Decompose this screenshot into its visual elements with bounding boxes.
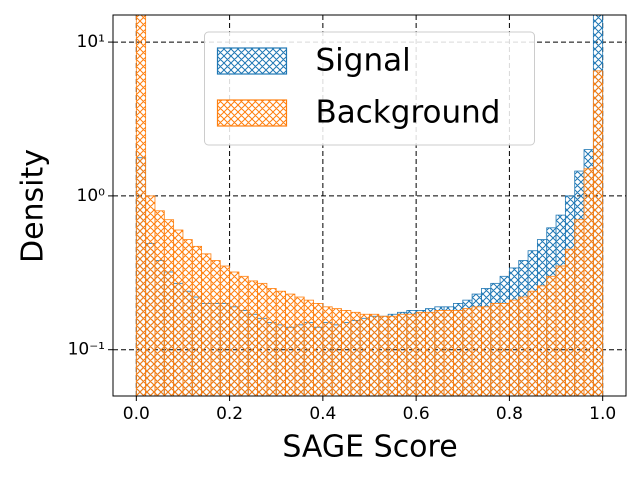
histogram-bar (266, 288, 277, 396)
histogram-bar (275, 290, 286, 396)
histogram-bar (257, 282, 268, 396)
y-axis-label: Density (16, 149, 51, 263)
histogram-bar (555, 265, 566, 396)
histogram-bar (462, 308, 473, 396)
histogram-bar (406, 313, 417, 396)
histogram-bar (378, 315, 389, 396)
histogram-bar (397, 313, 408, 396)
histogram-bar (546, 275, 557, 396)
histogram-bar (163, 219, 175, 396)
histogram-bar (191, 245, 203, 396)
x-tick-label: 0.8 (496, 404, 523, 424)
x-tick-label: 0.4 (309, 404, 336, 424)
histogram-bar (434, 310, 445, 396)
histogram-bar (247, 280, 258, 396)
histogram-bar (499, 302, 510, 396)
x-tick-label: 0.2 (216, 404, 243, 424)
histogram-bar (285, 293, 296, 396)
plot-area (135, 15, 604, 396)
histogram-bar (509, 299, 520, 396)
histogram-bar (471, 306, 482, 396)
x-tick-label: 0.6 (403, 404, 430, 424)
histogram-bar (294, 296, 305, 396)
x-tick-label: 0.0 (123, 404, 150, 424)
histogram-bar (135, 15, 147, 396)
histogram-bar (518, 296, 529, 396)
legend-swatch (216, 47, 288, 75)
histogram-bar (219, 265, 230, 396)
histogram-bar (592, 70, 604, 396)
histogram-bar (527, 290, 538, 396)
histogram-bar (359, 313, 370, 396)
histogram-bar (583, 168, 594, 396)
histogram-bar (443, 310, 454, 396)
histogram-bar (481, 306, 492, 396)
y-tick-label: 10¹ (77, 32, 105, 52)
histogram-bar (238, 275, 249, 396)
histogram-bar (229, 271, 240, 396)
histogram-bar (331, 308, 342, 396)
histogram-bar (425, 311, 436, 396)
histogram-bar (574, 219, 585, 396)
histogram-bar (145, 195, 156, 396)
histogram-bar (210, 260, 221, 396)
legend-label: Background (316, 95, 501, 131)
histogram-bar (350, 311, 361, 396)
histogram-bar (490, 302, 501, 396)
legend-label: Signal (316, 43, 411, 79)
histogram-bar (322, 306, 333, 396)
legend-swatch (216, 99, 288, 127)
x-tick-label: 1.0 (589, 404, 616, 424)
histogram-bar (536, 285, 548, 396)
histogram-bar (415, 311, 426, 396)
histogram-bar (453, 310, 464, 396)
x-axis-label: SAGE Score (282, 430, 457, 465)
histogram-bar (313, 302, 324, 396)
y-tick-label: 10⁰ (77, 186, 106, 206)
histogram-bar (201, 253, 212, 396)
plot-frame (112, 14, 627, 397)
histogram-bar (387, 315, 398, 396)
histogram-bar (341, 310, 352, 396)
y-tick-label: 10⁻¹ (68, 340, 105, 360)
histogram-bar (303, 299, 314, 396)
histogram-bar (369, 313, 380, 396)
histogram-bar (182, 239, 193, 396)
histogram-bar (173, 229, 184, 396)
histogram-bar (564, 248, 576, 396)
histogram-bar (154, 210, 165, 396)
